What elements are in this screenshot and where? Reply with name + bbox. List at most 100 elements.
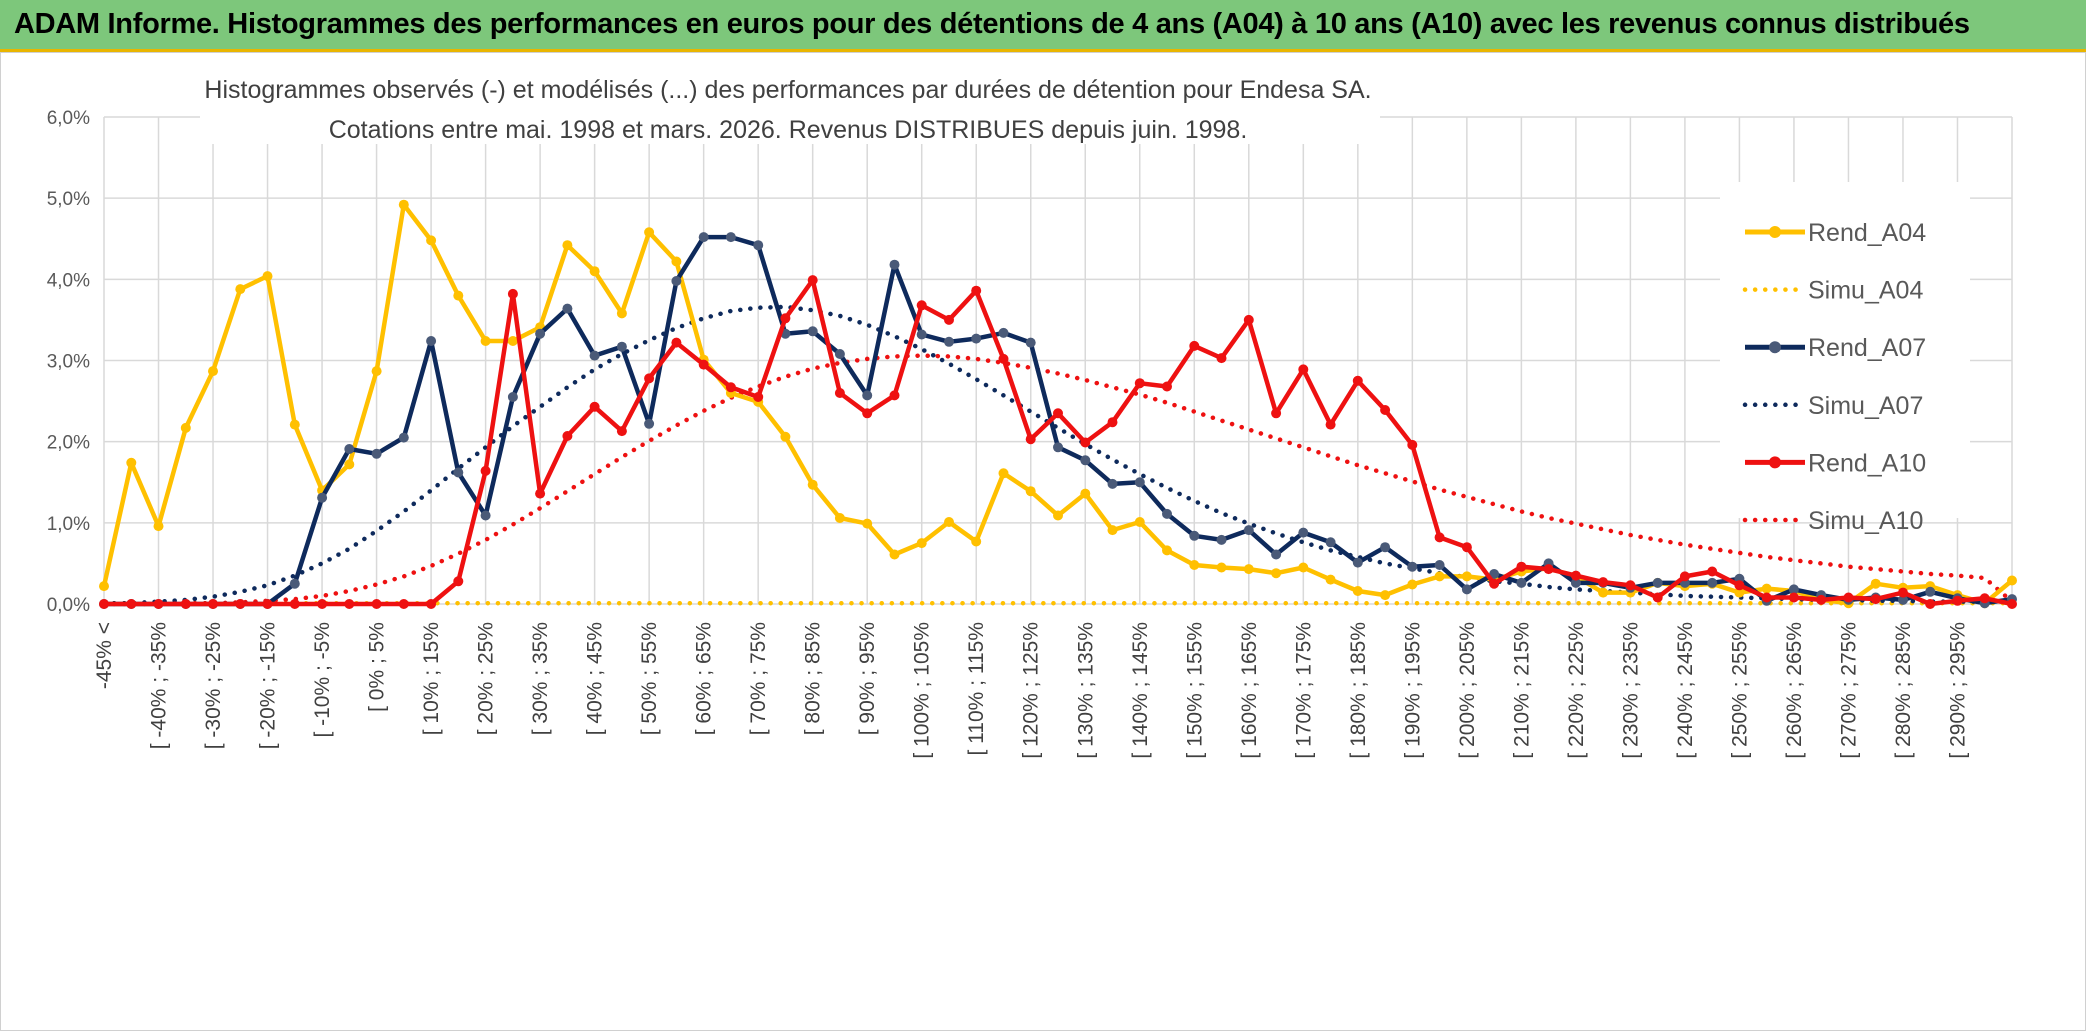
point-Rend_A04 [262,271,273,282]
point-Rend_A10 [1352,375,1363,386]
point-Rend_A10 [1761,592,1772,603]
point-Rend_A04 [1080,488,1091,499]
y-tick-label: 1,0% [47,514,90,535]
series-Simu_A10 [101,353,2015,607]
point-Rend_A04 [1053,510,1063,521]
point-Rend_A04 [671,256,682,267]
point-Rend_A07 [1461,584,1472,595]
point-Rend_A10 [1189,340,1200,351]
point-Rend_A10 [1134,378,1145,389]
point-Rend_A07 [1925,586,1936,597]
point-Rend_A10 [126,599,137,609]
point-Rend_A10 [1271,408,1282,419]
point-Rend_A07 [344,444,355,454]
point-Rend_A10 [780,313,791,324]
point-Rend_A04 [180,422,191,433]
point-Rend_A07 [944,336,954,347]
point-Rend_A04 [1734,587,1745,598]
point-Rend_A10 [834,388,845,398]
performance-histogram-chart: 0,0% 1,0% 2,0% 3,0% 4,0% 5,0% 6,0% -45% < [ -40… [47,56,2017,759]
x-tick-label: [ 20% ; 25% [475,622,498,735]
y-tick-label: 4,0% [47,270,90,291]
point-Rend_A10 [753,392,764,402]
point-Rend_A10 [453,576,464,587]
x-tick-label: [ 120% ; 125% [1020,622,1043,759]
x-tick-label: [ 220% ; 225% [1565,622,1588,759]
x-tick-label: [ 150% ; 155% [1183,622,1206,759]
point-Rend_A10 [589,401,600,412]
point-Rend_A04 [644,227,655,238]
point-Rend_A04 [1598,587,1609,598]
point-Rend_A04 [1189,560,1200,570]
point-Rend_A04 [426,235,437,246]
point-Rend_A07 [1570,577,1581,588]
x-tick-label: [ 110% ; 115% [965,622,988,755]
point-Rend_A10 [671,337,682,348]
point-Rend_A07 [971,333,982,344]
point-Rend_A10 [1216,353,1227,364]
y-tick-label: 0,0% [47,595,90,616]
point-Rend_A07 [1898,594,1908,605]
report-title: ADAM Informe. Histogrammes des performan… [14,8,1970,40]
point-Rend_A10 [1898,587,1908,598]
x-tick-label: [ 290% ; 295% [1946,622,1969,759]
legend: Rend_A04 Simu_A04 Rend_A07 Simu_A07 Rend_A10… [1720,182,1970,535]
point-Rend_A10 [344,599,355,609]
y-axis-labels: 0,0% 1,0% 2,0% 3,0% 4,0% 5,0% 6,0% [47,108,90,616]
x-tick-label: [ 30% ; 35% [529,622,552,735]
y-tick-label: 3,0% [47,352,90,373]
x-tick-label: [ 130% ; 135% [1074,622,1097,759]
point-Rend_A10 [1325,419,1336,430]
point-Rend_A07 [535,328,546,339]
legend-item-Simu_A04: Simu_A04 [1742,277,1923,305]
point-Rend_A10 [807,275,818,286]
point-Rend_A04 [1271,568,1282,579]
point-Rend_A07 [998,327,1009,338]
point-Rend_A04 [971,536,982,547]
point-Rend_A10 [1625,580,1636,591]
x-tick-label: [ 10% ; 15% [420,622,443,735]
point-Rend_A07 [507,392,518,402]
point-Rend_A10 [1053,408,1063,419]
point-Rend_A10 [644,373,655,384]
point-Rend_A10 [507,288,518,299]
point-Rend_A04 [998,468,1009,479]
point-Rend_A10 [1107,417,1118,428]
chart-subtitle: Cotations entre mai. 1998 et mars. 2026.… [329,116,1248,144]
x-tick-label: [ 100% ; 105% [911,622,934,759]
y-tick-label: 6,0% [47,108,90,129]
x-tick-label: [ 200% ; 205% [1456,622,1479,759]
legend-marker [1769,456,1781,469]
point-Rend_A10 [1243,314,1254,325]
point-Rend_A07 [1325,537,1336,548]
point-Rend_A07 [1080,455,1091,466]
point-Rend_A10 [2007,599,2017,609]
point-Rend_A04 [589,266,600,277]
point-Rend_A10 [1162,381,1172,392]
point-Rend_A07 [562,303,573,314]
x-tick-label: -45% < [93,622,116,689]
point-Rend_A10 [1407,439,1418,450]
point-Rend_A07 [398,432,409,443]
point-Rend_A10 [1570,570,1581,581]
point-Rend_A07 [1352,557,1363,568]
point-Rend_A04 [1243,564,1254,575]
point-Rend_A10 [1434,532,1445,543]
x-tick-label: [ 160% ; 165% [1238,622,1261,759]
point-Rend_A10 [398,599,409,609]
point-Rend_A04 [1407,579,1418,590]
point-Rend_A07 [589,350,600,361]
point-Rend_A07 [1053,442,1063,453]
point-Rend_A10 [562,431,573,441]
x-tick-label: [ 210% ; 215% [1510,622,1533,759]
point-Rend_A07 [1271,549,1282,560]
point-Rend_A07 [616,341,627,352]
point-Rend_A04 [1761,583,1772,594]
point-Rend_A10 [1461,542,1472,553]
point-Rend_A04 [944,517,954,527]
point-Rend_A10 [944,314,954,325]
point-Rend_A10 [1598,577,1609,588]
point-Rend_A10 [998,353,1009,364]
point-Rend_A04 [1107,525,1118,536]
x-tick-label: [ 170% ; 175% [1292,622,1315,759]
